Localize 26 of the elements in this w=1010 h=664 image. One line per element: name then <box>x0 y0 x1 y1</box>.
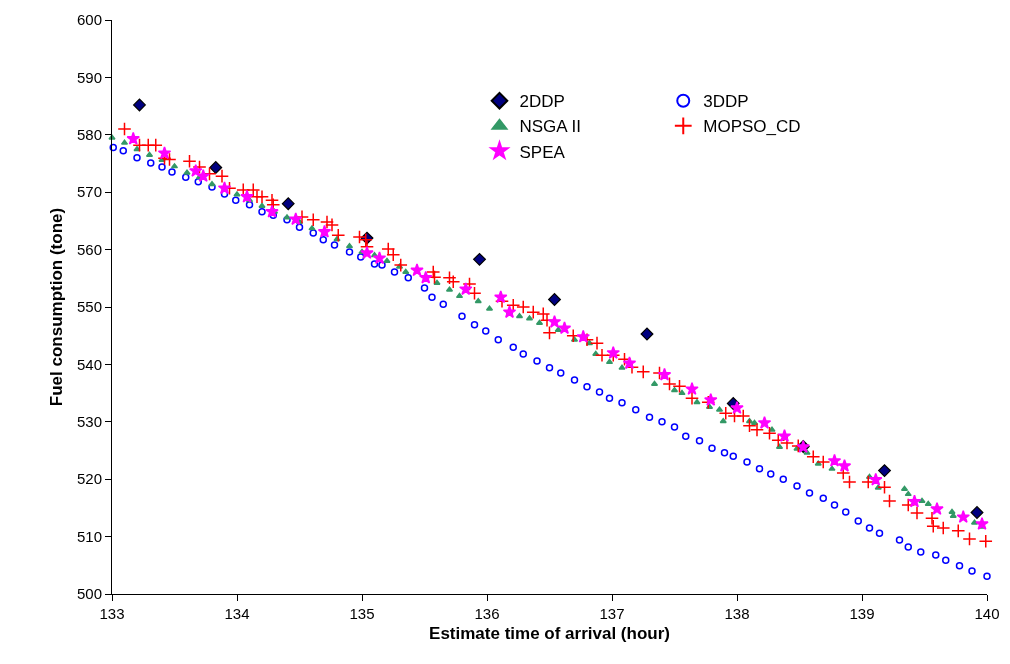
y-tick-label: 500 <box>76 585 102 603</box>
y-tick-label: 510 <box>76 527 102 545</box>
y-tick-label: 560 <box>76 240 102 258</box>
legend-label: NSGA II <box>519 117 581 137</box>
x-axis-title: Estimate time of arrival (hour) <box>429 624 670 644</box>
x-tick-label: 140 <box>974 605 1000 622</box>
legend-label: 3DDP <box>703 92 749 112</box>
legend-label: SPEA <box>519 142 566 162</box>
x-tick-label: 139 <box>849 605 875 622</box>
x-tick-label: 135 <box>349 605 375 622</box>
y-tick-label: 540 <box>76 355 102 373</box>
y-tick-label: 590 <box>76 68 102 86</box>
x-tick-label: 137 <box>599 605 625 622</box>
y-tick-label: 530 <box>76 413 102 431</box>
y-tick-label: 550 <box>76 298 102 316</box>
x-tick-label: 138 <box>724 605 750 622</box>
legend-label: MOPSO_CD <box>703 117 801 137</box>
y-axis-title: Fuel consumption (tone) <box>46 207 66 407</box>
y-tick-label: 580 <box>76 126 102 144</box>
x-tick-label: 133 <box>99 605 125 622</box>
legend-label: 2DDP <box>519 92 565 112</box>
y-tick-label: 600 <box>76 11 102 29</box>
x-tick-label: 134 <box>224 605 250 622</box>
y-tick-label: 520 <box>76 470 102 488</box>
y-tick-label: 570 <box>76 183 102 201</box>
x-tick-label: 136 <box>474 605 500 622</box>
